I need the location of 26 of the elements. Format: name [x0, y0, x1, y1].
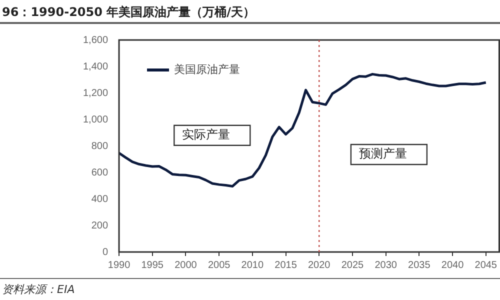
- x-tick-label: 2035: [408, 260, 431, 271]
- x-tick-label: 2020: [308, 260, 331, 271]
- x-tick-label: 1995: [141, 260, 164, 271]
- x-tick-label: 2015: [274, 260, 298, 271]
- y-tick-label: 200: [91, 220, 108, 232]
- y-tick-label: 600: [91, 167, 108, 178]
- y-tick-label: 800: [91, 140, 108, 152]
- y-tick-label: 0: [102, 246, 108, 258]
- y-tick-label: 1,400: [82, 61, 108, 72]
- legend-label: 美国原油产量: [174, 62, 240, 76]
- x-tick-label: 2030: [374, 260, 398, 271]
- y-tick-label: 400: [91, 194, 108, 205]
- chart-title: 96：1990-2050 年美国原油产量（万桶/天）: [2, 4, 256, 21]
- text: 资料来源：EIA: [2, 282, 75, 297]
- x-tick-label: 2045: [474, 260, 498, 271]
- x-tick-label: 2005: [208, 260, 231, 271]
- y-tick-label: 1,200: [82, 88, 108, 99]
- x-tick-label: 2010: [241, 260, 264, 271]
- annotation: 实际产量: [182, 128, 230, 142]
- annotation: 预测产量: [358, 146, 407, 161]
- x-tick-label: 2025: [341, 260, 364, 271]
- x-tick-label: 2000: [174, 260, 198, 271]
- y-tick-label: 1,000: [82, 114, 108, 126]
- x-tick-label: 1990: [108, 260, 131, 271]
- x-tick-label: 2040: [441, 260, 464, 271]
- y-tick-label: 1,600: [82, 34, 108, 46]
